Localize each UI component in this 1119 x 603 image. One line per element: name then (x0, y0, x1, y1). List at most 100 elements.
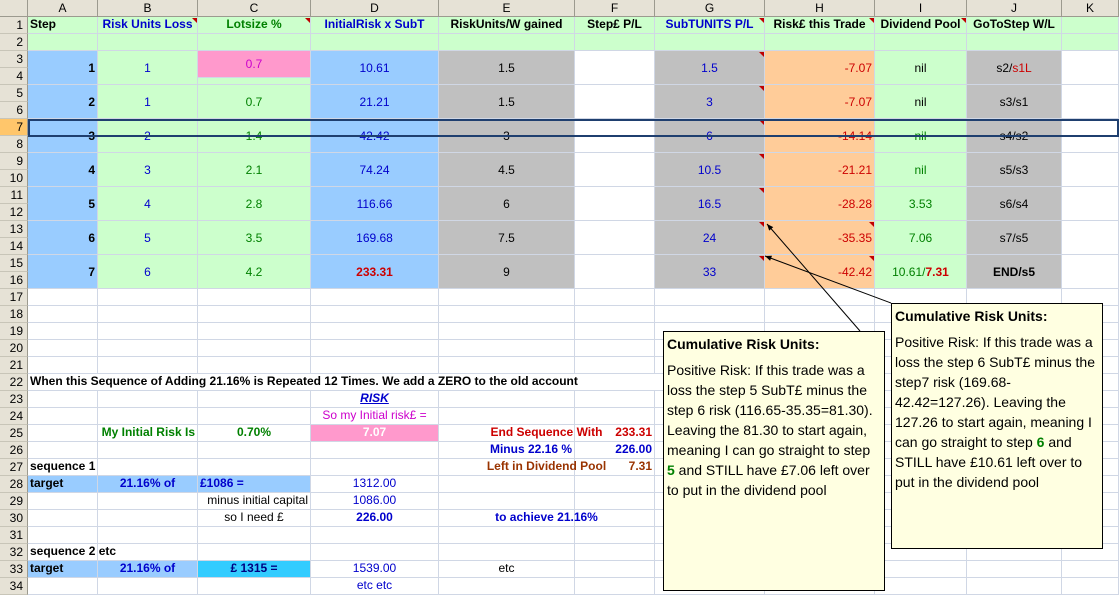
subtunits-cell[interactable]: 24 (655, 221, 765, 255)
empty-cell[interactable] (198, 442, 311, 459)
empty-cell[interactable] (198, 544, 311, 561)
empty-cell[interactable] (311, 357, 439, 374)
header-step-pl[interactable]: Step£ P/L (575, 17, 655, 34)
empty-cell[interactable] (439, 306, 575, 323)
header-spacer[interactable] (1062, 34, 1119, 51)
step-pl-cell[interactable] (575, 221, 655, 255)
subtunits-cell[interactable]: 6 (655, 119, 765, 153)
row-header-19[interactable]: 19 (0, 323, 28, 340)
header-dividend-pool[interactable]: Dividend Pool (875, 17, 967, 34)
empty-cell[interactable] (1062, 119, 1119, 153)
goto-step-cell[interactable]: s7/s5 (967, 221, 1062, 255)
empty-cell[interactable] (311, 289, 439, 306)
empty-cell[interactable] (1062, 578, 1119, 595)
row-header-1[interactable]: 1 (0, 17, 28, 34)
header-spacer[interactable] (765, 34, 875, 51)
step-pl-cell[interactable] (575, 255, 655, 289)
empty-cell[interactable] (28, 340, 98, 357)
row-header-8[interactable]: 8 (0, 136, 28, 153)
empty-cell[interactable] (98, 391, 198, 408)
row-header-24[interactable]: 24 (0, 408, 28, 425)
empty-cell[interactable] (198, 408, 311, 425)
empty-cell[interactable] (575, 357, 655, 374)
risk-units-loss-cell[interactable]: 1 (98, 51, 198, 85)
risk-units-loss-cell[interactable]: 3 (98, 153, 198, 187)
empty-cell[interactable] (198, 527, 311, 544)
empty-cell[interactable] (311, 323, 439, 340)
row-header-9[interactable]: 9 (0, 153, 28, 170)
empty-cell[interactable] (28, 289, 98, 306)
dividend-pool-cell[interactable]: nil (875, 153, 967, 187)
step-number-cell[interactable]: 7 (28, 255, 98, 289)
comment-indicator-icon[interactable] (759, 222, 764, 227)
row-header-28[interactable]: 28 (0, 476, 28, 493)
goto-step-cell[interactable]: END/s5 (967, 255, 1062, 289)
row-header-33[interactable]: 33 (0, 561, 28, 578)
row-header-3[interactable]: 3 (0, 51, 28, 68)
subtunits-cell[interactable]: 16.5 (655, 187, 765, 221)
initial-risk-cell[interactable]: 74.24 (311, 153, 439, 187)
column-header-f[interactable]: F (575, 0, 655, 17)
risk-units-gained-cell[interactable]: 6 (439, 187, 575, 221)
risk-this-trade-cell[interactable]: -28.28 (765, 187, 875, 221)
etc-etc-label[interactable]: etc etc (311, 578, 439, 595)
empty-cell[interactable] (439, 544, 575, 561)
lotsize-cell[interactable]: 0.7 (198, 85, 311, 119)
empty-cell[interactable] (98, 357, 198, 374)
risk-this-trade-cell[interactable]: -35.35 (765, 221, 875, 255)
empty-cell[interactable] (28, 527, 98, 544)
row-header-34[interactable]: 34 (0, 578, 28, 595)
row-header-22[interactable]: 22 (0, 374, 28, 391)
goto-step-cell[interactable]: s2/s1L (967, 51, 1062, 85)
header-spacer[interactable] (575, 34, 655, 51)
empty-cell[interactable] (655, 289, 765, 306)
empty-cell[interactable] (439, 408, 575, 425)
empty-cell[interactable] (575, 306, 655, 323)
empty-cell[interactable] (1062, 561, 1119, 578)
empty-cell[interactable] (311, 544, 439, 561)
subtunits-cell[interactable]: 1.5 (655, 51, 765, 85)
goto-step-cell[interactable]: s3/s1 (967, 85, 1062, 119)
risk-this-trade-cell[interactable]: -14.14 (765, 119, 875, 153)
header-risk-this-trade[interactable]: Risk£ this Trade (765, 17, 875, 34)
dividend-pool-cell[interactable]: nil (875, 85, 967, 119)
header-spacer[interactable] (967, 34, 1062, 51)
empty-cell[interactable] (1062, 153, 1119, 187)
header-subtunits[interactable]: SubTUNITS P/L (655, 17, 765, 34)
empty-cell[interactable] (575, 323, 655, 340)
header-spacer[interactable] (655, 34, 765, 51)
empty-cell[interactable] (875, 561, 967, 578)
comment-indicator-icon[interactable] (759, 188, 764, 193)
risk-units-gained-cell[interactable]: 7.5 (439, 221, 575, 255)
header-initial-risk[interactable]: InitialRisk x SubT (311, 17, 439, 34)
header-spacer[interactable] (28, 34, 98, 51)
column-header-b[interactable]: B (98, 0, 198, 17)
lotsize-spacer[interactable] (198, 78, 311, 85)
empty-cell[interactable] (575, 289, 655, 306)
dividend-pool-cell[interactable]: 3.53 (875, 187, 967, 221)
empty-cell[interactable] (198, 340, 311, 357)
lotsize-cell[interactable]: 3.5 (198, 221, 311, 255)
empty-cell[interactable] (198, 357, 311, 374)
empty-cell[interactable] (967, 561, 1062, 578)
lotsize-cell[interactable]: 4.2 (198, 255, 311, 289)
row-header-29[interactable]: 29 (0, 493, 28, 510)
risk-units-gained-cell[interactable]: 4.5 (439, 153, 575, 187)
empty-cell[interactable] (439, 323, 575, 340)
header-spacer[interactable] (98, 34, 198, 51)
so-i-need-label[interactable]: so I need £ (198, 510, 311, 527)
subtunits-cell[interactable]: 33 (655, 255, 765, 289)
header-lotsize[interactable]: Lotsize % (198, 17, 311, 34)
row-header-23[interactable]: 23 (0, 391, 28, 408)
empty-cell[interactable] (1062, 85, 1119, 119)
comment-indicator-icon[interactable] (305, 18, 310, 23)
empty-cell[interactable] (198, 459, 311, 476)
header-spacer[interactable] (439, 34, 575, 51)
empty-cell[interactable] (1062, 255, 1119, 289)
header-spacer[interactable] (311, 34, 439, 51)
empty-cell[interactable] (28, 442, 98, 459)
initial-risk-cell[interactable]: 21.21 (311, 85, 439, 119)
empty-cell[interactable] (575, 561, 655, 578)
initial-risk-cell[interactable]: 10.61 (311, 51, 439, 85)
row-header-18[interactable]: 18 (0, 306, 28, 323)
